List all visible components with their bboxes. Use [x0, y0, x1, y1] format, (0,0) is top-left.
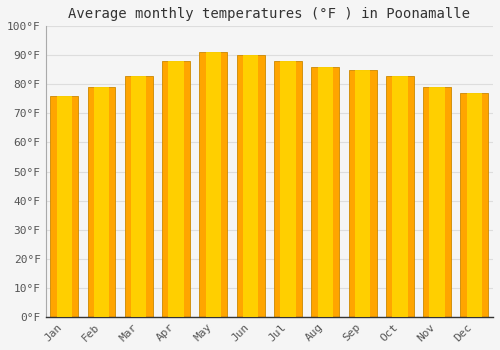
Bar: [168, 61, 184, 317]
Bar: [386, 76, 414, 317]
Bar: [423, 87, 451, 317]
Bar: [50, 96, 78, 317]
Bar: [280, 61, 295, 317]
Bar: [94, 87, 109, 317]
Bar: [162, 61, 190, 317]
Bar: [243, 55, 258, 317]
Bar: [430, 87, 445, 317]
Bar: [318, 67, 333, 317]
Bar: [274, 61, 302, 317]
Bar: [200, 52, 228, 317]
Bar: [131, 76, 146, 317]
Bar: [392, 76, 407, 317]
Bar: [355, 70, 370, 317]
Bar: [236, 55, 264, 317]
Bar: [466, 93, 482, 317]
Bar: [125, 76, 153, 317]
Bar: [206, 52, 221, 317]
Bar: [56, 96, 72, 317]
Bar: [348, 70, 376, 317]
Bar: [460, 93, 488, 317]
Bar: [88, 87, 116, 317]
Title: Average monthly temperatures (°F ) in Poonamalle: Average monthly temperatures (°F ) in Po…: [68, 7, 470, 21]
Bar: [312, 67, 339, 317]
